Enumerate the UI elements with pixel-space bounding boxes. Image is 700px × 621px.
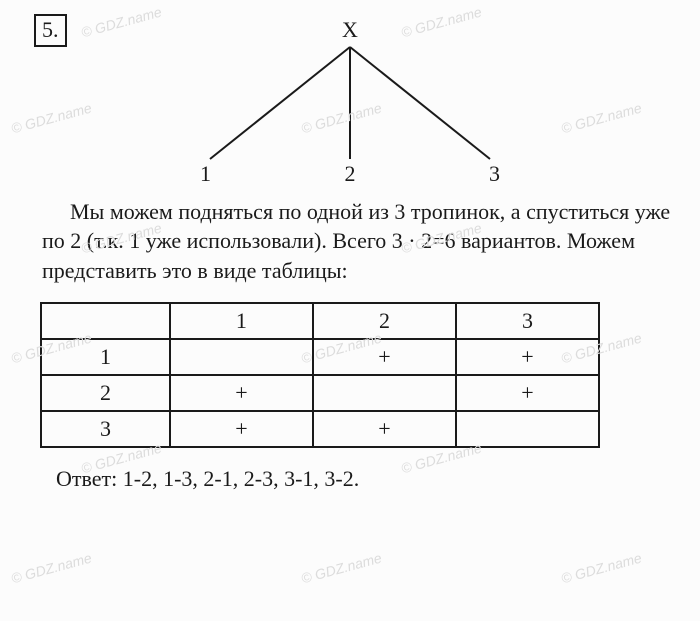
table-row: 3 + + bbox=[41, 411, 599, 447]
tree-leaf-3: 3 bbox=[489, 161, 500, 187]
table-cell: 1 bbox=[41, 339, 170, 375]
table-row: 1 + + bbox=[41, 339, 599, 375]
table-row: 2 + + bbox=[41, 375, 599, 411]
table-header-row: 1 2 3 bbox=[41, 303, 599, 339]
answer-line: Ответ: 1-2, 1-3, 2-1, 2-3, 3-1, 3-2. bbox=[56, 466, 672, 492]
watermark-text: © GDZ.name bbox=[299, 550, 383, 587]
table-cell: 3 bbox=[456, 303, 599, 339]
paragraph-text: Мы можем подняться по одной из 3 тропино… bbox=[42, 199, 670, 283]
table-cell: + bbox=[456, 375, 599, 411]
tree-edge-1 bbox=[210, 47, 350, 159]
table-cell bbox=[313, 375, 456, 411]
table-cell: + bbox=[456, 339, 599, 375]
problem-number-box: 5. bbox=[34, 14, 67, 47]
explanation-paragraph: Мы можем подняться по одной из 3 тропино… bbox=[42, 197, 672, 286]
table-cell: 2 bbox=[313, 303, 456, 339]
table-cell bbox=[170, 339, 313, 375]
page-content: 5. X 1 2 3 Мы можем подняться по одной и… bbox=[0, 0, 700, 510]
tree-diagram: X 1 2 3 bbox=[130, 17, 570, 187]
table-cell bbox=[456, 411, 599, 447]
tree-root-label: X bbox=[342, 17, 358, 43]
table-cell bbox=[41, 303, 170, 339]
combinations-table: 1 2 3 1 + + 2 + + 3 + + bbox=[40, 302, 600, 448]
watermark-text: © GDZ.name bbox=[559, 550, 643, 587]
problem-number: 5. bbox=[42, 17, 59, 42]
tree-leaf-1: 1 bbox=[200, 161, 211, 187]
table-cell: + bbox=[313, 411, 456, 447]
answer-label: Ответ: bbox=[56, 466, 117, 491]
answer-text: 1-2, 1-3, 2-1, 2-3, 3-1, 3-2. bbox=[123, 466, 359, 491]
watermark-text: © GDZ.name bbox=[9, 550, 93, 587]
table-cell: 3 bbox=[41, 411, 170, 447]
table-cell: + bbox=[313, 339, 456, 375]
table-cell: + bbox=[170, 375, 313, 411]
tree-leaf-2: 2 bbox=[345, 161, 356, 187]
tree-edge-3 bbox=[350, 47, 490, 159]
table-cell: 1 bbox=[170, 303, 313, 339]
table-cell: + bbox=[170, 411, 313, 447]
table-cell: 2 bbox=[41, 375, 170, 411]
